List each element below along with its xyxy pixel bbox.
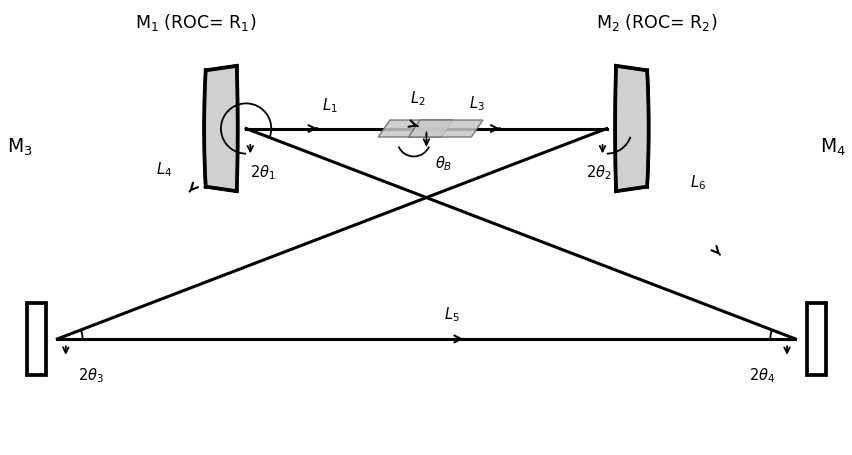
Text: $2\theta_2$: $2\theta_2$ (584, 163, 610, 182)
Polygon shape (204, 67, 238, 192)
Text: $L_3$: $L_3$ (469, 94, 484, 112)
Text: M$_2$ (ROC= R$_2$): M$_2$ (ROC= R$_2$) (596, 12, 717, 33)
Text: $2\theta_3$: $2\theta_3$ (78, 366, 104, 384)
Polygon shape (377, 121, 452, 138)
Text: $2\theta_1$: $2\theta_1$ (250, 163, 275, 182)
Text: $L_1$: $L_1$ (322, 96, 337, 115)
Text: M$_1$ (ROC= R$_1$): M$_1$ (ROC= R$_1$) (135, 12, 256, 33)
Text: $L_6$: $L_6$ (688, 173, 705, 192)
Text: $L_2$: $L_2$ (410, 89, 425, 108)
Bar (27, 303, 46, 375)
Text: $2\theta_4$: $2\theta_4$ (748, 366, 774, 384)
Text: M$_3$: M$_3$ (7, 136, 32, 158)
Text: $L_5$: $L_5$ (443, 305, 459, 324)
Bar (806, 303, 825, 375)
Text: M$_4$: M$_4$ (820, 136, 845, 158)
Polygon shape (614, 67, 648, 192)
Polygon shape (408, 121, 482, 138)
Text: $\theta_B$: $\theta_B$ (434, 154, 452, 172)
Text: $L_4$: $L_4$ (156, 161, 172, 179)
